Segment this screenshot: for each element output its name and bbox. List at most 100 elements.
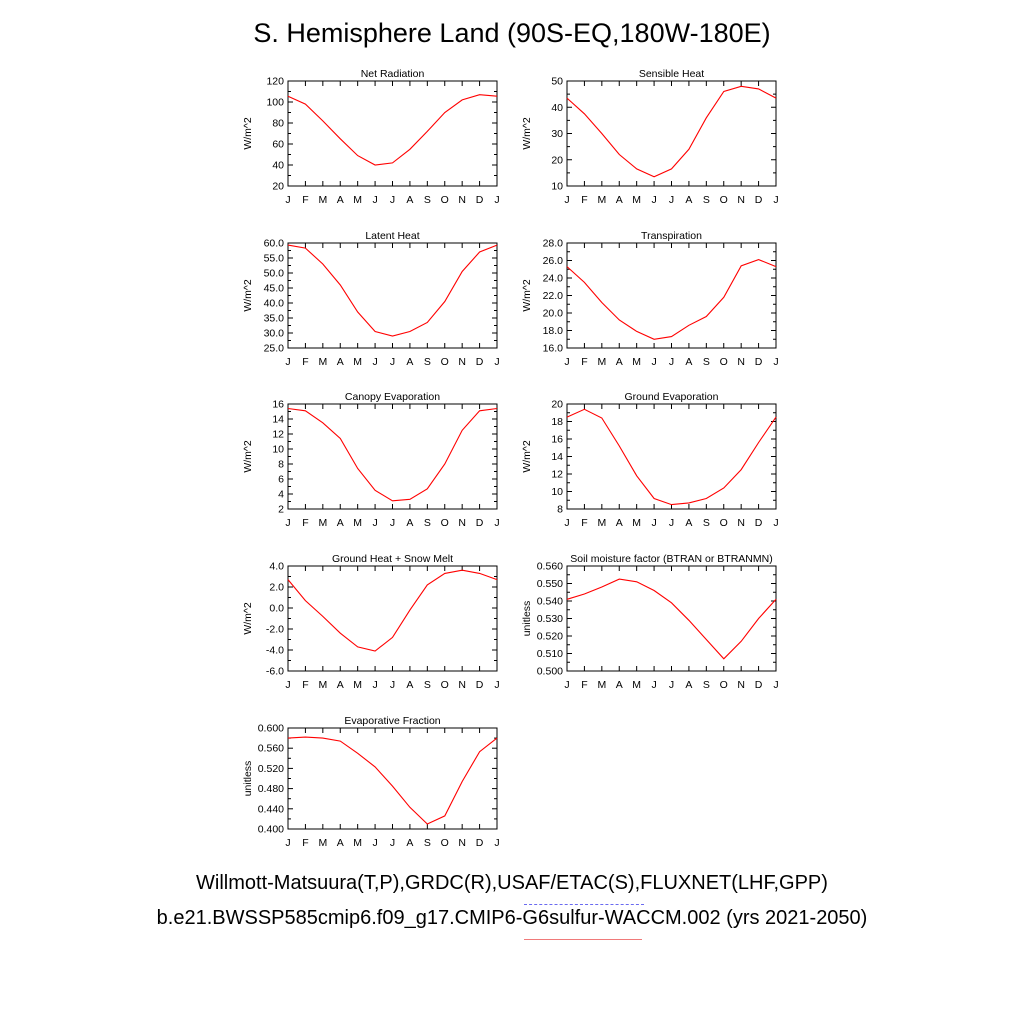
x-tick-label: D [755,356,763,368]
x-tick-label: N [458,356,466,368]
y-axis-label: unitless [521,601,533,637]
x-tick-label: S [424,356,431,368]
x-tick-label: J [773,517,778,529]
y-tick-label: 0.550 [537,578,563,590]
y-tick-label: 60 [272,139,284,151]
observations-legend-text: Willmott-Matsuura(T,P),GRDC(R),USAF/ETAC… [196,872,828,894]
x-tick-label: J [669,194,674,206]
y-tick-label: 16 [551,434,563,446]
x-tick-label: F [581,194,587,206]
x-tick-label: N [737,356,745,368]
panel-title: Soil moisture factor (BTRAN or BTRANMN) [570,553,772,565]
x-tick-label: S [424,837,431,849]
y-tick-label: 40.0 [264,298,285,310]
x-tick-label: A [616,356,623,368]
y-tick-label: 18 [551,416,563,428]
x-tick-label: O [441,356,449,368]
x-tick-label: D [476,679,484,691]
model-case-legend-line [524,939,642,940]
x-tick-label: M [318,679,327,691]
series-line-net-radiation [287,94,498,166]
series-line-ground-heat-snow-melt [287,569,498,652]
x-tick-label: M [353,679,362,691]
y-axis-label: W/m^2 [242,440,254,473]
x-tick-label: N [737,194,745,206]
panel-title: Sensible Heat [639,68,704,80]
x-tick-label: O [720,194,728,206]
x-tick-label: A [406,679,413,691]
x-tick-label: O [441,517,449,529]
x-tick-label: M [632,517,641,529]
x-tick-label: A [406,194,413,206]
x-tick-label: M [353,194,362,206]
series-line-transpiration [566,259,777,340]
y-tick-label: 12 [551,469,563,481]
y-tick-label: 10 [551,486,563,498]
x-tick-label: S [703,679,710,691]
x-tick-label: J [669,679,674,691]
x-tick-label: F [581,679,587,691]
x-tick-label: M [597,517,606,529]
x-tick-label: N [458,679,466,691]
y-tick-label: 12 [272,429,284,441]
x-tick-label: S [424,194,431,206]
x-tick-label: J [669,356,674,368]
x-tick-label: J [773,194,778,206]
y-axis-label: unitless [242,761,254,797]
x-tick-label: O [441,679,449,691]
y-tick-label: 0.520 [258,763,284,775]
x-tick-label: M [632,194,641,206]
y-tick-label: 18.0 [543,325,564,337]
series-line-evaporative-fraction [287,736,498,825]
x-tick-label: F [302,679,308,691]
y-tick-label: 26.0 [543,255,564,267]
series-line-soil-moisture-factor-btran-or-btranmn [566,578,777,660]
y-tick-label: 0.540 [537,596,563,608]
x-tick-label: J [651,517,656,529]
y-axis-label: W/m^2 [242,602,254,635]
y-tick-label: 22.0 [543,290,564,302]
x-tick-label: A [685,679,692,691]
panel-latent-heat: Latent Heat W/m^2 25.0 30.0 35.0 40.0 45.0 50.0… [242,230,500,368]
x-tick-label: J [372,517,377,529]
x-tick-label: M [632,679,641,691]
x-tick-label: M [318,194,327,206]
x-tick-label: A [685,194,692,206]
x-tick-label: N [458,194,466,206]
plot-frame [287,403,498,510]
x-tick-label: J [651,194,656,206]
y-tick-label: -2.0 [266,624,284,636]
y-tick-label: 2 [278,504,284,516]
x-tick-label: J [773,356,778,368]
series-line-ground-evaporation [566,408,777,506]
x-tick-label: S [703,194,710,206]
y-tick-label: 0.600 [258,723,284,735]
x-tick-label: J [494,679,499,691]
x-tick-label: M [318,517,327,529]
x-tick-label: J [372,194,377,206]
x-tick-label: A [406,837,413,849]
y-tick-label: 0.0 [269,603,284,615]
y-tick-label: 100 [266,97,284,109]
x-tick-label: A [337,837,344,849]
x-tick-label: N [737,517,745,529]
y-tick-label: -6.0 [266,666,284,678]
x-tick-label: J [651,356,656,368]
panel-title: Canopy Evaporation [345,391,440,403]
x-tick-label: J [564,356,569,368]
x-tick-label: M [597,356,606,368]
y-tick-label: 0.440 [258,803,284,815]
x-tick-label: J [390,194,395,206]
y-tick-label: 20 [272,181,284,193]
x-tick-label: J [285,837,290,849]
x-tick-label: J [285,679,290,691]
y-tick-label: 16 [272,399,284,411]
y-tick-label: 80 [272,118,284,130]
y-tick-label: 28.0 [543,238,564,250]
y-tick-label: 8 [278,459,284,471]
x-tick-label: F [302,356,308,368]
x-tick-label: F [302,837,308,849]
